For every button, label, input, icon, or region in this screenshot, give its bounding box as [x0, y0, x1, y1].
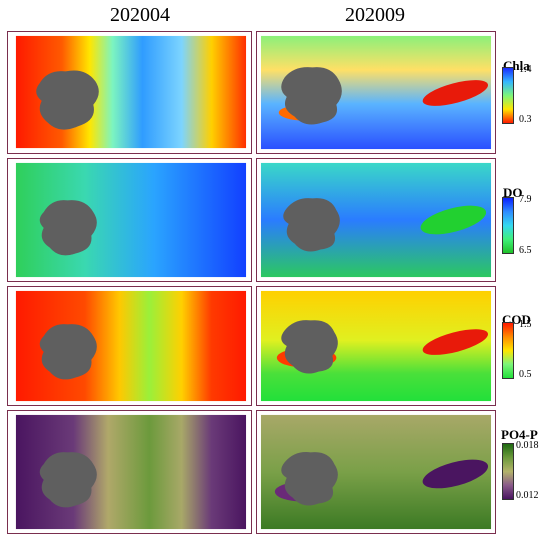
map-do-202009 — [256, 158, 496, 282]
map-cod-202009 — [256, 286, 496, 406]
column-title-202009: 202009 — [345, 4, 405, 26]
colorbar-max-cod: 1.5 — [519, 319, 532, 330]
map-chla-202004 — [7, 31, 252, 154]
map-cod-202004 — [7, 286, 252, 406]
colorbar-chla — [502, 67, 514, 124]
colorbar-po4p — [502, 443, 514, 500]
colorbar-min-chla: 0.3 — [519, 114, 532, 125]
map-po4p-202004 — [7, 410, 252, 534]
colorbar-max-chla: 1.4 — [519, 64, 532, 75]
colorbar-min-po4p: 0.012 — [516, 490, 539, 501]
colorbar-do — [502, 197, 514, 254]
column-title-202004: 202004 — [110, 4, 170, 26]
map-do-202004 — [7, 158, 252, 282]
map-chla-202009 — [256, 31, 496, 154]
legend-title-do: DO — [503, 185, 523, 200]
map-po4p-202009 — [256, 410, 496, 534]
colorbar-max-do: 7.9 — [519, 194, 532, 205]
colorbar-min-do: 6.5 — [519, 245, 532, 256]
colorbar-max-po4p: 0.018 — [516, 440, 539, 451]
colorbar-min-cod: 0.5 — [519, 369, 532, 380]
colorbar-cod — [502, 322, 514, 379]
legend-title-po4p: PO4-P — [501, 427, 538, 442]
